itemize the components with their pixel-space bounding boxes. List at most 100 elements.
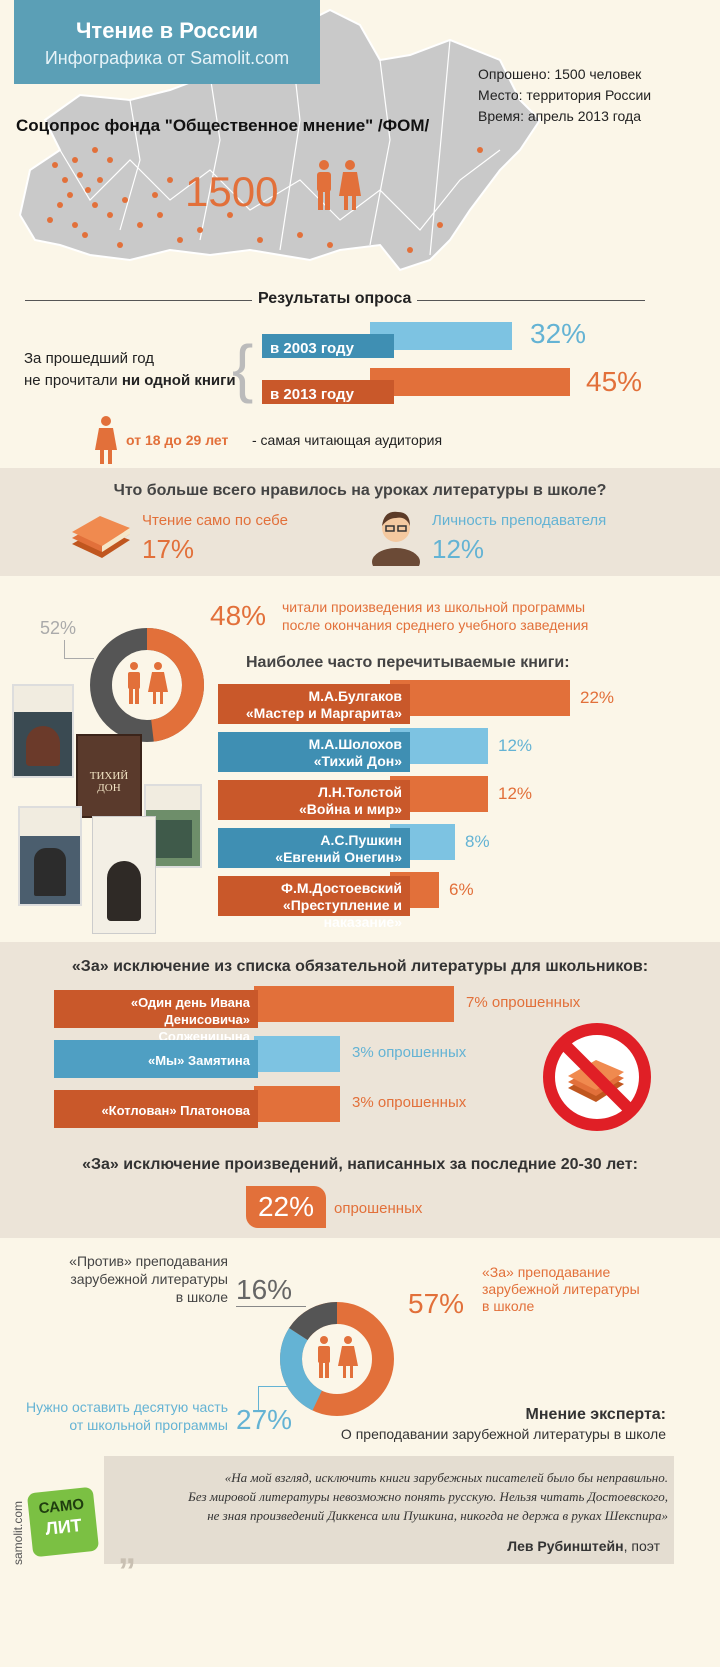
quote-text: «На мой взгляд, исключить книги зарубежн…: [112, 1468, 668, 1525]
survey-meta: Опрошено: 1500 человек Место: территория…: [478, 64, 651, 127]
keep-leader: [258, 1386, 259, 1412]
exclusion-book-title: «Мы» Замятина: [147, 1053, 250, 1068]
exclusion-bar-value: 7% опрошенных: [466, 994, 581, 1011]
books-heading: Наиболее часто перечитываемые книги:: [246, 654, 570, 671]
exclusion-bar-label: «Один день Ивана Денисовича» Солженицына: [54, 990, 258, 1044]
against-value: 16%: [236, 1274, 293, 1305]
respondent-count: 1500: [185, 168, 279, 215]
quote-author-line: Лев Рубинштейн, поэт: [304, 1538, 660, 1554]
option-reading-value: 17%: [142, 534, 195, 564]
against-text: «Против» преподавания зарубежной литерат…: [40, 1252, 228, 1306]
book-cover-dostoevsky: [92, 816, 156, 934]
woman-icon: [95, 416, 117, 464]
expert-subheading: О преподавании зарубежной литературы в ш…: [340, 1426, 666, 1442]
poll-title: Соцопрос фонда "Общественное мнение" /ФО…: [16, 116, 430, 135]
book-cover-title: ТИХИЙ ДОН: [89, 770, 129, 794]
exclusion-bar-fill: [254, 986, 454, 1022]
keep-value: 27%: [236, 1404, 293, 1435]
for-line3: в школе: [482, 1298, 535, 1314]
for-text: «За» преподавание зарубежной литературы …: [482, 1264, 640, 1315]
book-author: М.А.Булгаков: [308, 688, 402, 704]
book-bar-label: Л.Н.Толстой «Война и мир»: [218, 780, 410, 820]
recent-heading: «За» исключение произведений, написанных…: [82, 1156, 638, 1173]
book-cover-tikhiy-don: ТИХИЙ ДОН: [76, 734, 142, 818]
book-bar-value: 22%: [580, 688, 615, 707]
russia-map: [18, 8, 542, 272]
people-icon: [317, 160, 361, 210]
statement-line2: не прочитали: [24, 372, 118, 389]
book-bar-value: 12%: [498, 736, 533, 755]
reread-text: читали произведения из школьной программ…: [282, 598, 588, 634]
book-author: А.С.Пушкин: [320, 832, 402, 848]
option-teacher-value: 12%: [432, 534, 485, 564]
exclusion-heading: «За» исключение из списка обязательной л…: [71, 958, 649, 975]
book-bar-label: М.А.Булгаков «Мастер и Маргарита»: [218, 684, 410, 724]
school-question: Что больше всего нравилось на уроках лит…: [113, 482, 607, 499]
book-cover-onegin: [18, 806, 82, 906]
exclusion-bar-fill: [254, 1036, 340, 1072]
quote-author: Лев Рубинштейн: [507, 1538, 624, 1554]
donut-orange-value: 48%: [210, 600, 267, 631]
book-bar-value: 6%: [449, 880, 474, 899]
books-icon: [72, 516, 130, 558]
survey-place: Место: территория России: [478, 87, 652, 103]
book-title: «Война и мир»: [299, 801, 402, 817]
reread-text-line1: читали произведения из школьной программ…: [282, 599, 586, 615]
against-line1: «Против» преподавания: [69, 1253, 228, 1269]
recent-value: 22%: [246, 1186, 326, 1228]
book-bar-fill: [390, 680, 570, 716]
keep-line2: от школьной программы: [69, 1417, 228, 1433]
quote-line3: не зная произведений Диккенса или Пушкин…: [207, 1508, 668, 1523]
foreign-donut-people-icon: [318, 1336, 358, 1378]
option-reading-label: Чтение само по себе: [142, 512, 288, 529]
teacher-icon: [372, 511, 420, 566]
reread-donut: [90, 628, 204, 742]
against-leader: [236, 1306, 306, 1307]
survey-count: Опрошено: 1500 человек: [478, 66, 642, 82]
book-title: «Преступление и наказание»: [282, 897, 402, 930]
title-banner: Чтение в России Инфографика от Samolit.c…: [14, 0, 320, 84]
for-value: 57%: [408, 1288, 465, 1319]
donut-people-icon: [128, 662, 168, 704]
quote-line1: «На мой взгляд, исключить книги зарубежн…: [224, 1470, 668, 1485]
for-line2: зарубежной литературы: [482, 1281, 640, 1297]
quote-author-role: , поэт: [623, 1538, 660, 1554]
quote-box: «На мой взгляд, исключить книги зарубежн…: [104, 1456, 674, 1571]
exclusion-book-title: «Котлован» Платонова: [101, 1103, 250, 1118]
keep-leader-h: [258, 1386, 290, 1387]
book-author: Л.Н.Толстой: [318, 784, 402, 800]
book-bar-value: 12%: [498, 784, 533, 803]
quote-line2: Без мировой литературы невозможно понять…: [188, 1489, 668, 1504]
book-title: «Евгений Онегин»: [275, 849, 402, 865]
donut-gray-value: 52%: [40, 618, 77, 638]
exclusion-bar-label: «Мы» Замятина: [54, 1040, 258, 1078]
brace: {: [232, 332, 254, 404]
reread-text-line2: после окончания среднего учебного заведе…: [282, 617, 589, 633]
bar-2013-label: в 2013 году: [262, 380, 394, 404]
book-bar-label: А.С.Пушкин «Евгений Онегин»: [218, 828, 410, 868]
exclusion-bar-value: 3% опрошенных: [352, 1094, 467, 1111]
quote-mark-icon: „: [118, 1530, 136, 1571]
no-books-icon: [543, 1023, 651, 1131]
no-books-statement: За прошедший год не прочитали ни одной к…: [24, 348, 236, 392]
bar-2003-value: 32%: [530, 318, 587, 349]
results-heading: Результаты опроса: [252, 290, 418, 308]
exclusion-bar-value: 3% опрошенных: [352, 1044, 467, 1061]
exclusion-book-title: «Один день Ивана Денисовича»: [130, 995, 250, 1027]
statement-line1: За прошедший год: [24, 350, 155, 367]
page-subtitle: Инфографика от Samolit.com: [44, 48, 290, 68]
keep-text: Нужно оставить десятую часть от школьной…: [14, 1398, 228, 1434]
bar-2003-label: в 2003 году: [262, 334, 394, 358]
age-note: - самая читающая аудитория: [252, 432, 443, 448]
foreign-donut: [280, 1302, 394, 1416]
donut-gray-leader: [64, 640, 65, 658]
exclusion-bar-fill: [254, 1086, 340, 1122]
book-author: М.А.Шолохов: [308, 736, 402, 752]
statement-bold: ни одной книги: [121, 372, 236, 389]
for-line1: «За» преподавание: [482, 1264, 611, 1280]
against-line3: в школе: [175, 1289, 228, 1305]
book-bar-label: М.А.Шолохов «Тихий Дон»: [218, 732, 410, 772]
donut-gray-leader-h: [64, 658, 94, 659]
book-bar-label: Ф.М.Достоевский «Преступление и наказание…: [218, 876, 410, 930]
